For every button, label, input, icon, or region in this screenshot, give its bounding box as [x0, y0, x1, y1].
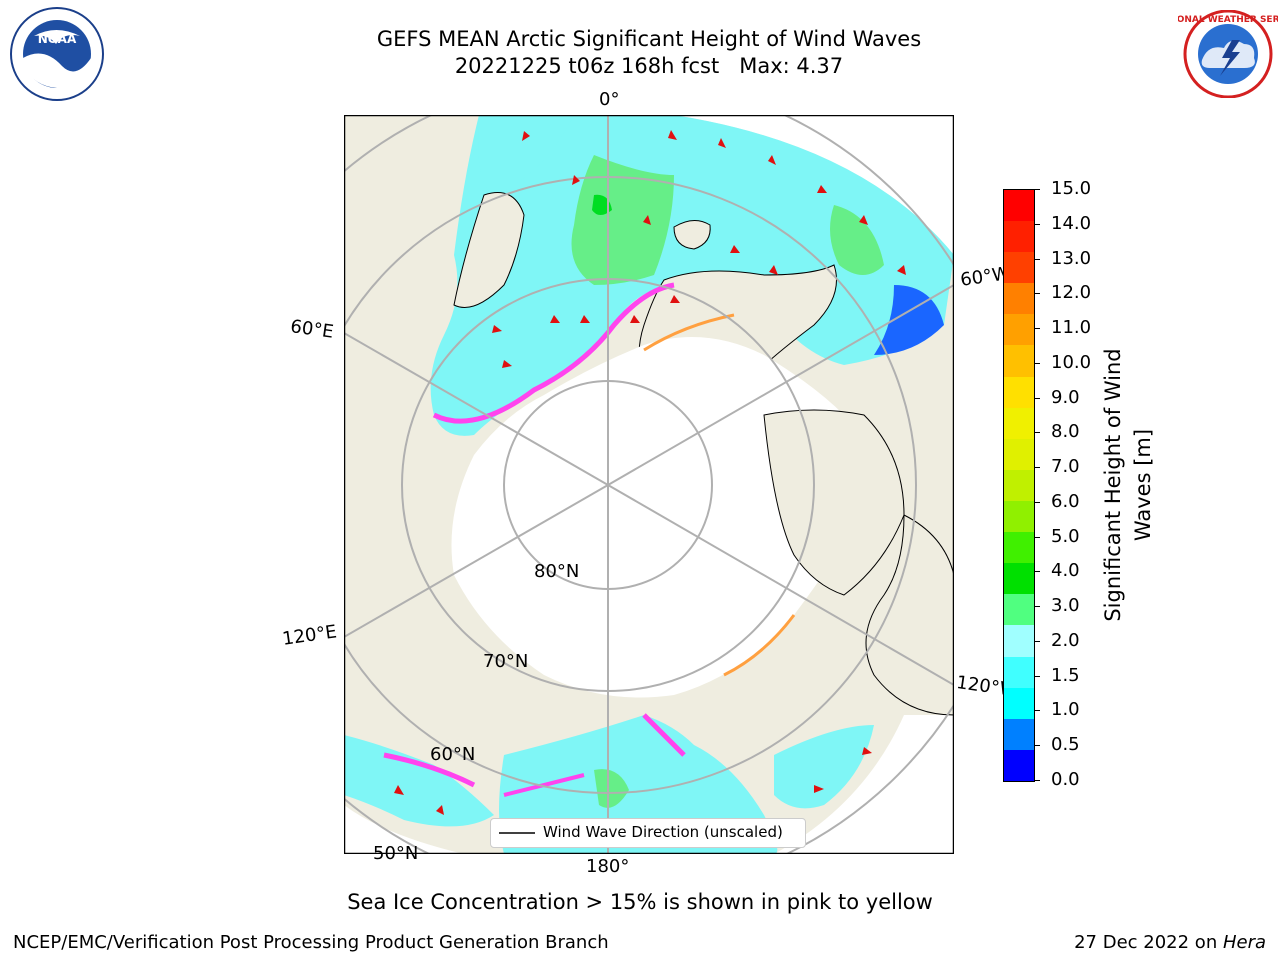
footer-host: Hera: [1222, 932, 1266, 953]
colorbar-tick-label: 11.0: [1051, 317, 1092, 339]
colorbar-segment: [1004, 283, 1034, 315]
ice-edge-atlantic: [432, 282, 675, 424]
polar-map: [343, 114, 955, 855]
map-subtitle: 20221225 t06z 168h fcst Max: 4.37: [454, 54, 844, 78]
noaa-logo: NOAA: [4, 6, 104, 102]
colorbar-segment: [1004, 563, 1034, 595]
colorbar-segment: [1004, 625, 1034, 657]
lat-label-80n: 80°N: [534, 561, 580, 582]
colorbar-tick-mark: [1034, 675, 1040, 677]
colorbar-tick-mark: [1034, 640, 1040, 642]
legend-box: Wind Wave Direction (unscaled): [490, 818, 806, 848]
map-panel: 80°N 70°N 60°N Wind Wave Direction (unsc…: [343, 114, 955, 855]
canadian-archipelago: [763, 409, 905, 596]
lon-label-120e: 120°E: [281, 621, 339, 650]
colorbar-tick-label: 0.5: [1051, 734, 1080, 756]
colorbar-ticks: 15.0 14.0 13.0 12.0 11.0 10.0 9.0 8.0 7.0 6.0 5.0 4…: [1034, 179, 1114, 790]
colorbar-tick-mark: [1034, 467, 1040, 469]
colorbar-tick-label: 15.0: [1051, 178, 1092, 199]
out-of-domain-ne: [674, 115, 954, 255]
colorbar-tick-mark: [1034, 328, 1040, 330]
bering-3m-area: [594, 769, 629, 808]
colorbar-tick-label: 6.0: [1051, 490, 1080, 512]
lon-label-60e: 60°E: [289, 316, 335, 343]
colorbar: [1003, 189, 1035, 782]
wind-direction-arrows: [394, 130, 906, 815]
colorbar-tick-mark: [1034, 397, 1040, 399]
colorbar-segment: [1004, 749, 1034, 781]
colorbar-tick-label: 7.0: [1051, 456, 1080, 478]
sea-of-okhotsk-waves: [344, 735, 494, 827]
colorbar-tick-mark: [1034, 258, 1040, 260]
lat-label-60n: 60°N: [430, 744, 476, 765]
colorbar-tick-mark: [1034, 362, 1040, 364]
colorbar-segment: [1004, 314, 1034, 346]
colorbar-tick-label: 1.5: [1051, 664, 1080, 686]
colorbar-tick-label: 3.0: [1051, 595, 1080, 617]
wave-height-1m-area: [874, 285, 944, 355]
colorbar-segment: [1004, 687, 1034, 719]
out-of-domain-sw: [344, 805, 464, 854]
colorbar-tick-label: 8.0: [1051, 421, 1080, 443]
colorbar-segment: [1004, 438, 1034, 470]
colorbar-segment: [1004, 221, 1034, 253]
colorbar-title: Significant Height of Wind Waves [m]: [1101, 348, 1155, 622]
colorbar-tick-label: 12.0: [1051, 282, 1092, 304]
iceland: [673, 220, 711, 250]
colorbar-tick-mark: [1034, 293, 1040, 295]
colorbar-segment: [1004, 252, 1034, 284]
north-america: [865, 514, 954, 716]
colorbar-tick-mark: [1034, 432, 1040, 434]
footer-date: 27 Dec 2022 on Hera: [1074, 932, 1266, 953]
wave-height-3m-area-2: [830, 205, 884, 275]
colorbar-tick-label: 1.0: [1051, 699, 1080, 721]
colorbar-tick-label: 9.0: [1051, 386, 1080, 408]
scandinavia: [453, 192, 525, 308]
lon-label-0: 0°: [599, 89, 620, 110]
colorbar-tick-mark: [1034, 501, 1040, 503]
colorbar-tick-label: 4.0: [1051, 560, 1080, 582]
colorbar-segment: [1004, 469, 1034, 502]
colorbar-tick-mark: [1034, 745, 1040, 747]
colorbar-segment: [1004, 594, 1034, 626]
legend-line-icon: [499, 832, 535, 834]
colorbar-tick-label: 5.0: [1051, 525, 1080, 547]
colorbar-segment: [1004, 501, 1034, 533]
lat-label-50n: 50°N: [373, 843, 419, 864]
colorbar-segment: [1004, 345, 1034, 377]
wave-height-3m-area: [571, 155, 674, 285]
colorbar-tick-mark: [1034, 710, 1040, 712]
norwegian-sea-waves: [478, 115, 574, 195]
colorbar-tick-label: 14.0: [1051, 212, 1092, 234]
nws-logo: NATIONAL WEATHER SERVICE: [1153, 9, 1280, 99]
colorbar-tick-mark: [1034, 189, 1040, 190]
map-title: GEFS MEAN Arctic Significant Height of W…: [376, 27, 922, 51]
colorbar-segment: [1004, 189, 1034, 222]
colorbar-tick-label: 2.0: [1051, 629, 1080, 651]
svg-text:NOAA: NOAA: [38, 32, 77, 46]
colorbar-segment: [1004, 718, 1034, 750]
colorbar-segment: [1004, 656, 1034, 688]
colorbar-tick-mark: [1034, 780, 1040, 781]
colorbar-segment: [1004, 532, 1034, 564]
lat-label-70n: 70°N: [483, 651, 529, 672]
svg-text:NATIONAL WEATHER SERVICE: NATIONAL WEATHER SERVICE: [1178, 15, 1278, 25]
colorbar-tick-label: 0.0: [1051, 769, 1080, 790]
sea-ice-caption: Sea Ice Concentration > 15% is shown in …: [347, 890, 933, 914]
colorbar-tick-mark: [1034, 606, 1040, 608]
colorbar-segment: [1004, 407, 1034, 439]
colorbar-tick-label: 10.0: [1051, 351, 1092, 373]
colorbar-tick-mark: [1034, 223, 1040, 225]
footer-branch: NCEP/EMC/Verification Post Processing Pr…: [13, 932, 609, 953]
legend-label: Wind Wave Direction (unscaled): [543, 823, 783, 841]
colorbar-tick-mark: [1034, 536, 1040, 538]
colorbar-tick-label: 13.0: [1051, 247, 1092, 269]
gulf-of-alaska-waves: [774, 725, 874, 809]
map-frame: [343, 114, 955, 855]
out-of-domain-se: [774, 715, 954, 854]
lon-label-180: 180°: [586, 856, 630, 877]
colorbar-tick-mark: [1034, 571, 1040, 573]
colorbar-segment: [1004, 376, 1034, 408]
